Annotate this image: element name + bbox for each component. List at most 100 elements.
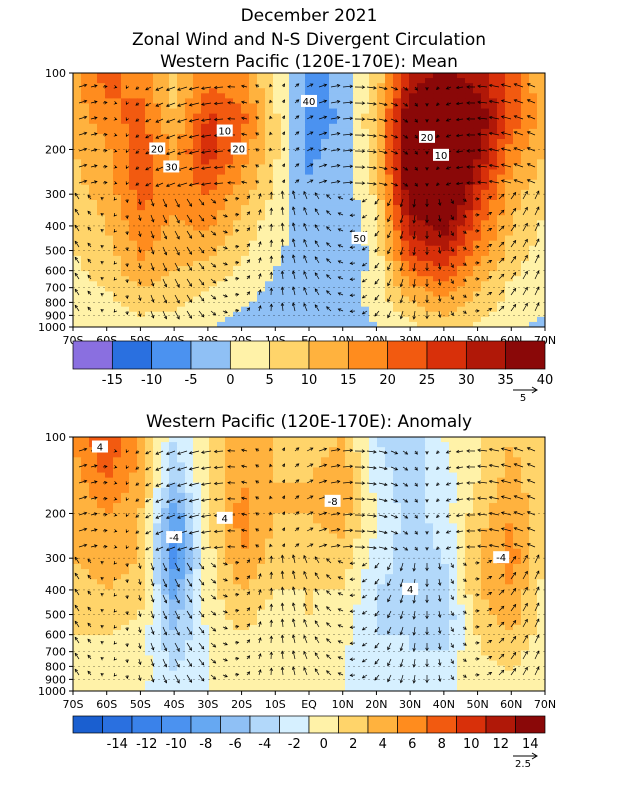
vector-head xyxy=(436,182,440,187)
vector-head xyxy=(280,302,285,307)
vector-head xyxy=(235,213,240,217)
vector-head xyxy=(436,450,440,455)
wind-vector xyxy=(241,181,248,184)
wind-vector xyxy=(438,562,441,570)
vector-head xyxy=(269,603,274,608)
wind-vector xyxy=(281,271,284,280)
wind-vector xyxy=(498,209,505,216)
vector-head xyxy=(200,498,205,502)
vector-head xyxy=(295,495,300,499)
wind-vector xyxy=(292,286,296,296)
vector-head xyxy=(349,609,354,613)
wind-vector xyxy=(402,134,408,139)
wind-vector xyxy=(477,133,488,136)
vector-head xyxy=(104,513,108,517)
vector-head xyxy=(450,628,454,633)
colorbar-tick-label: 10 xyxy=(463,737,480,752)
contour-label-bg xyxy=(493,551,510,564)
vector-head xyxy=(488,560,493,564)
vector-head xyxy=(466,529,470,533)
vector-head xyxy=(412,316,416,320)
y-tick-label: 400 xyxy=(45,220,66,233)
vector-head xyxy=(524,650,528,655)
wind-vector xyxy=(456,450,464,453)
wind-vector xyxy=(514,479,524,484)
vector-head xyxy=(113,229,118,233)
wind-vector xyxy=(155,546,164,551)
vector-head xyxy=(125,627,129,632)
wind-vector xyxy=(155,482,164,487)
wind-vector xyxy=(456,530,464,533)
vector-head xyxy=(526,131,531,135)
vector-head xyxy=(536,650,540,655)
vector-head xyxy=(466,497,470,501)
wind-vector xyxy=(306,179,314,184)
vector-head xyxy=(524,286,528,291)
wind-vector xyxy=(90,497,98,500)
vector-head xyxy=(476,641,480,645)
wind-vector xyxy=(214,498,224,501)
wind-vector xyxy=(438,626,441,634)
wind-vector xyxy=(145,102,152,107)
vector-head xyxy=(212,248,217,252)
vector-head xyxy=(512,619,517,624)
reference-vector-label: 2.5 xyxy=(515,759,531,770)
vector-head xyxy=(450,312,454,317)
vector-head xyxy=(399,235,404,240)
wind-vector xyxy=(489,116,500,120)
y-tick-label: 900 xyxy=(45,309,66,322)
vector-head xyxy=(213,481,218,486)
vector-head xyxy=(476,609,480,613)
vector-head xyxy=(155,547,160,551)
vector-head xyxy=(399,219,404,224)
vector-head xyxy=(500,527,505,531)
vector-head xyxy=(513,447,518,451)
wind-vector xyxy=(438,246,441,254)
wind-vector xyxy=(162,594,167,603)
vector-head xyxy=(500,511,505,515)
colorbar-swatch xyxy=(367,715,398,734)
wind-vector xyxy=(90,149,98,152)
vector-head xyxy=(536,206,540,211)
wind-vector xyxy=(174,246,180,256)
vector-head xyxy=(94,148,98,152)
wind-vector xyxy=(210,246,216,252)
wind-vector xyxy=(78,148,87,152)
vector-head xyxy=(536,254,540,259)
wind-vector xyxy=(74,241,80,248)
vector-head xyxy=(138,677,142,682)
vector-head xyxy=(165,467,170,471)
wind-vector xyxy=(338,212,344,216)
wind-vector xyxy=(222,294,228,298)
wind-vector xyxy=(450,262,454,268)
wind-vector xyxy=(366,466,377,469)
vector-head xyxy=(235,197,240,201)
vector-head xyxy=(235,657,240,661)
vector-head xyxy=(100,577,105,581)
wind-vector xyxy=(489,180,500,184)
vector-head xyxy=(145,119,149,123)
wind-vector xyxy=(318,132,327,136)
vector-head xyxy=(361,659,366,663)
wind-vector xyxy=(306,527,314,532)
vector-head xyxy=(240,544,245,549)
vector-head xyxy=(374,296,378,301)
contour-label-bg xyxy=(166,531,183,544)
wind-vector xyxy=(306,147,314,152)
wind-vector xyxy=(214,150,224,153)
vector-head xyxy=(337,640,342,644)
wind-vector xyxy=(201,166,212,169)
wind-vector xyxy=(314,288,320,296)
x-tick-label: EQ xyxy=(301,698,317,711)
vector-head xyxy=(255,464,259,468)
wind-vector xyxy=(281,603,284,612)
anomaly-panel: 44-8-4-441002003004005006007008009001000… xyxy=(38,431,556,770)
wind-vector xyxy=(486,592,492,596)
wind-vector xyxy=(138,230,141,237)
vector-head xyxy=(404,515,409,519)
wind-vector xyxy=(162,230,167,239)
contour-label: 4 xyxy=(407,585,413,596)
wind-vector xyxy=(318,528,327,532)
vector-head xyxy=(188,183,193,187)
vector-head xyxy=(269,147,273,152)
